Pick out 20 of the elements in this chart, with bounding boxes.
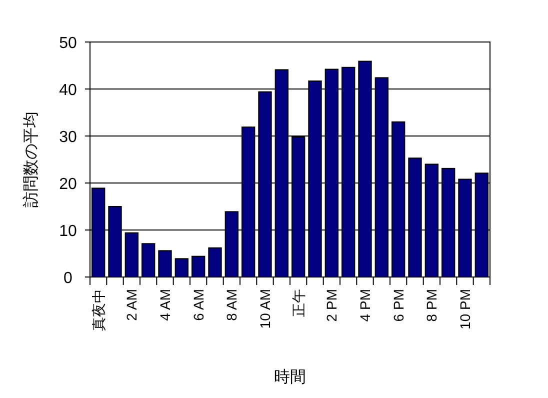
ytick: 50 <box>59 35 77 52</box>
xtick: 8 AM <box>224 289 240 321</box>
ylabel: 訪問数の平均 <box>23 112 40 208</box>
xtick: 4 AM <box>157 289 173 321</box>
ytick: 30 <box>59 129 77 146</box>
xtick: 真夜中 <box>90 289 106 331</box>
xtick: 2 AM <box>124 289 140 321</box>
xtick: 4 PM <box>357 289 373 322</box>
xlabel: 時間 <box>274 369 306 386</box>
xtick: 正午 <box>290 289 306 317</box>
ytick: 10 <box>59 223 77 240</box>
ytick: 40 <box>59 82 77 99</box>
xtick: 10 AM <box>257 289 273 329</box>
xtick: 6 AM <box>190 289 206 321</box>
xtick: 8 PM <box>424 289 440 322</box>
xtick: 10 PM <box>457 289 473 330</box>
ytick: 20 <box>59 176 77 193</box>
xtick: 2 PM <box>324 289 340 322</box>
xtick: 6 PM <box>390 289 406 322</box>
ytick: 0 <box>64 270 72 287</box>
